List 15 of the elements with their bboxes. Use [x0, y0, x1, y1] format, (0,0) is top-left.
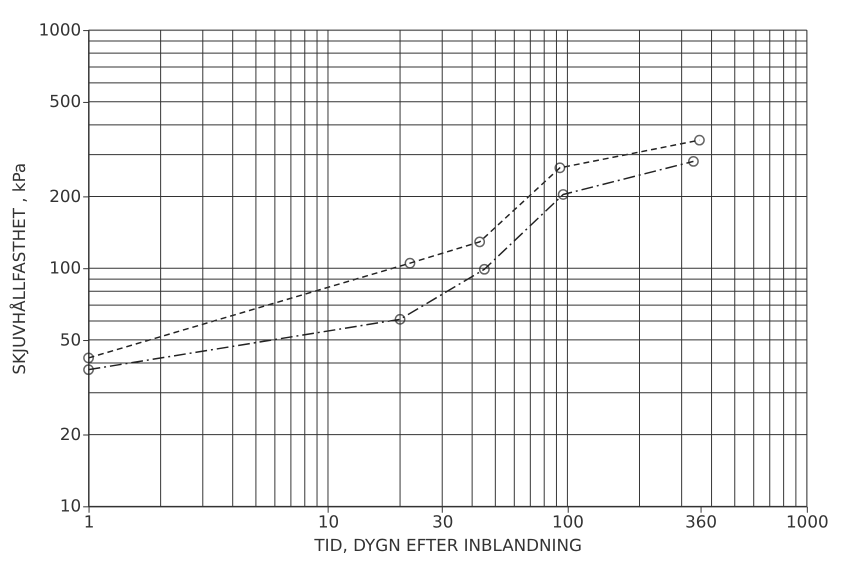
x-tick-label: 30 — [432, 511, 454, 532]
x-tick-label: 1000 — [786, 511, 829, 532]
x-axis-title: TID, DYGN EFTER INBLANDNING — [313, 535, 582, 556]
y-tick-label: 200 — [49, 186, 82, 206]
y-axis-title: SKJUVHÅLLFASTHET , kPa — [8, 162, 29, 375]
x-tick-label: 100 — [552, 511, 584, 532]
y-tick-label: 50 — [60, 329, 82, 350]
y-tick-label: 100 — [49, 258, 82, 278]
y-tick-label: 20 — [60, 424, 82, 444]
x-tick-label: 1 — [84, 511, 94, 532]
y-tick-label: 500 — [49, 91, 82, 112]
x-tick-label: 360 — [685, 511, 718, 532]
x-tick-label: 10 — [318, 511, 340, 532]
y-tick-label: 10 — [60, 496, 82, 516]
y-tick-label: 1000 — [38, 20, 82, 40]
